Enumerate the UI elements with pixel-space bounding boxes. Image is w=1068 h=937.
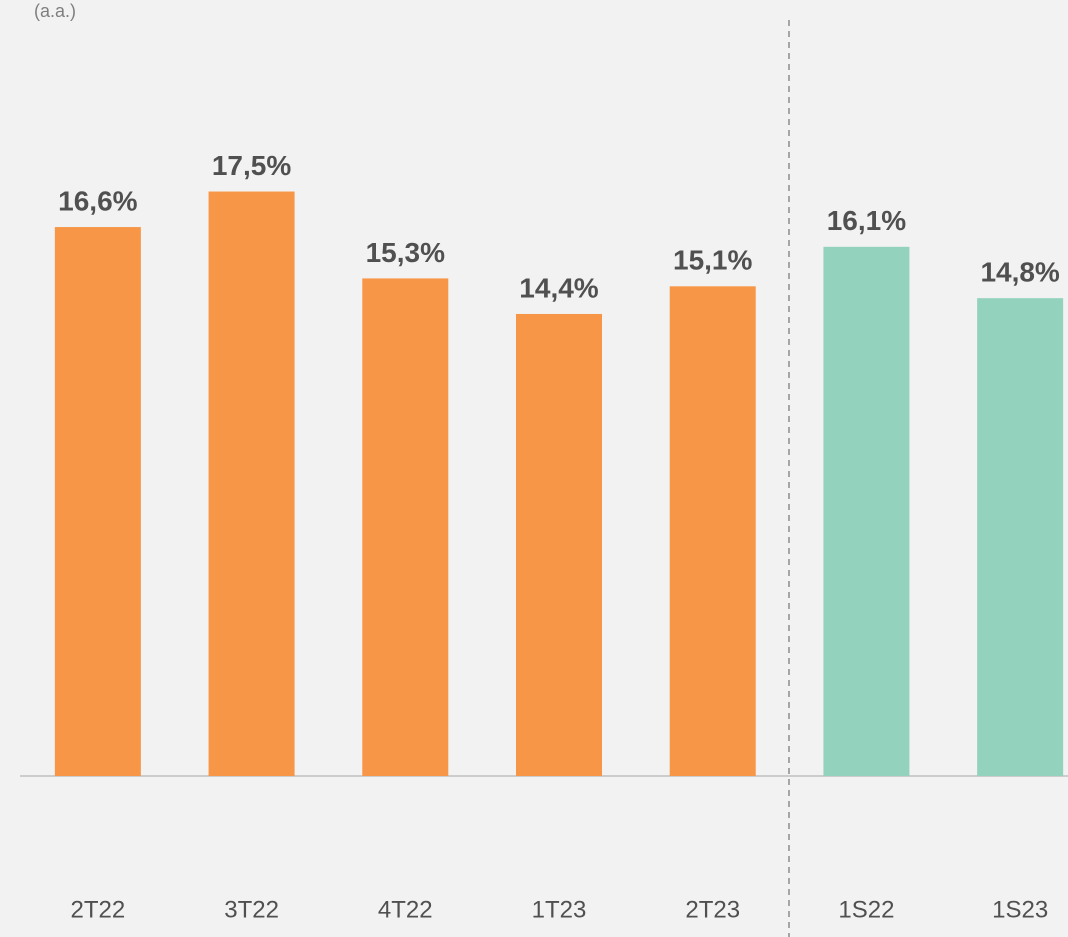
bar bbox=[977, 298, 1064, 776]
bar bbox=[823, 246, 910, 776]
value-label: 14,4% bbox=[519, 272, 598, 303]
bar bbox=[669, 286, 756, 776]
bar bbox=[208, 191, 295, 776]
value-label: 16,6% bbox=[58, 185, 137, 216]
bar bbox=[362, 278, 449, 776]
x-tick-label: 2T23 bbox=[685, 896, 740, 923]
bar bbox=[516, 313, 602, 776]
x-tick-label: 4T22 bbox=[378, 896, 433, 923]
x-tick-label: 2T22 bbox=[71, 896, 126, 923]
value-label: 16,1% bbox=[827, 205, 906, 236]
chart-subtitle: (a.a.) bbox=[34, 1, 76, 21]
x-tick-label: 3T22 bbox=[224, 896, 279, 923]
x-tick-label: 1T23 bbox=[532, 896, 587, 923]
value-label: 17,5% bbox=[212, 150, 291, 181]
bar bbox=[54, 227, 141, 776]
value-label: 15,3% bbox=[366, 237, 445, 268]
value-label: 15,1% bbox=[673, 245, 752, 276]
x-tick-label: 1S22 bbox=[838, 896, 894, 923]
value-label: 14,8% bbox=[980, 257, 1059, 288]
x-tick-label: 1S23 bbox=[992, 896, 1048, 923]
